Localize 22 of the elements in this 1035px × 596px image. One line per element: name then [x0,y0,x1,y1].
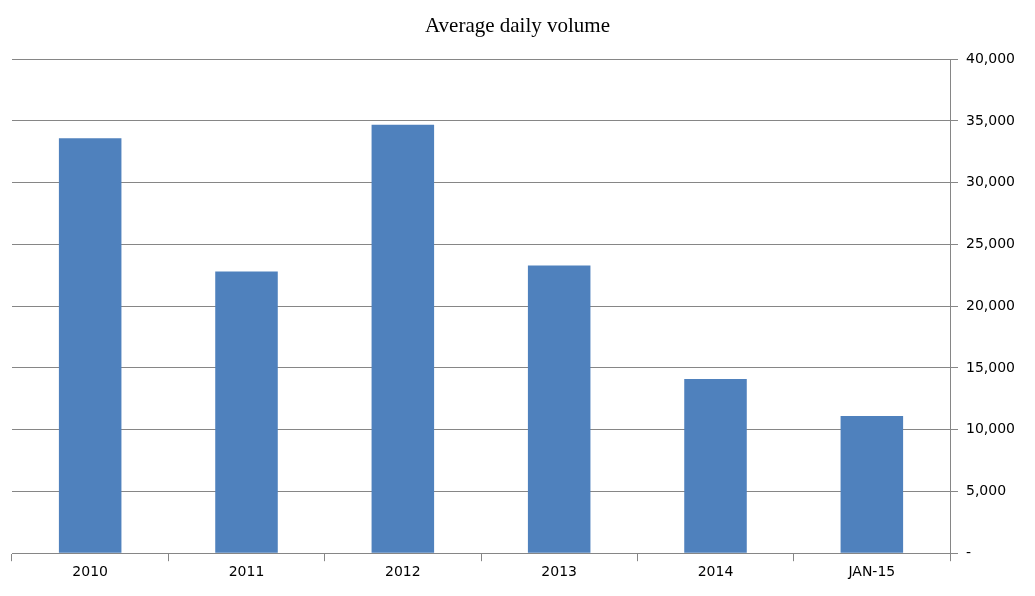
x-tick-label: 2013 [541,563,577,580]
y-tick-label: 20,000 [966,296,1016,313]
y-tick-label: 35,000 [966,111,1016,128]
bar [58,138,122,553]
y-tick-label: - [966,543,972,560]
bar [371,124,435,553]
x-tick-label: 2014 [697,563,734,580]
y-tick-label: 10,000 [966,420,1016,437]
y-tick-label: 5,000 [966,482,1007,499]
y-tick-label: 15,000 [966,358,1016,375]
bar [684,379,747,553]
x-tick-label: 2011 [228,563,265,580]
bar [527,265,591,553]
bar [840,416,904,553]
chart-title: Average daily volume [424,13,611,38]
x-tick-label: JAN-15 [847,563,896,580]
y-tick-label: 40,000 [966,49,1016,66]
y-tick-label: 30,000 [966,173,1016,190]
x-tick-label: 2010 [72,563,108,580]
y-tick-label: 25,000 [966,235,1016,252]
bar [215,271,278,553]
x-tick-label: 2012 [385,563,421,580]
